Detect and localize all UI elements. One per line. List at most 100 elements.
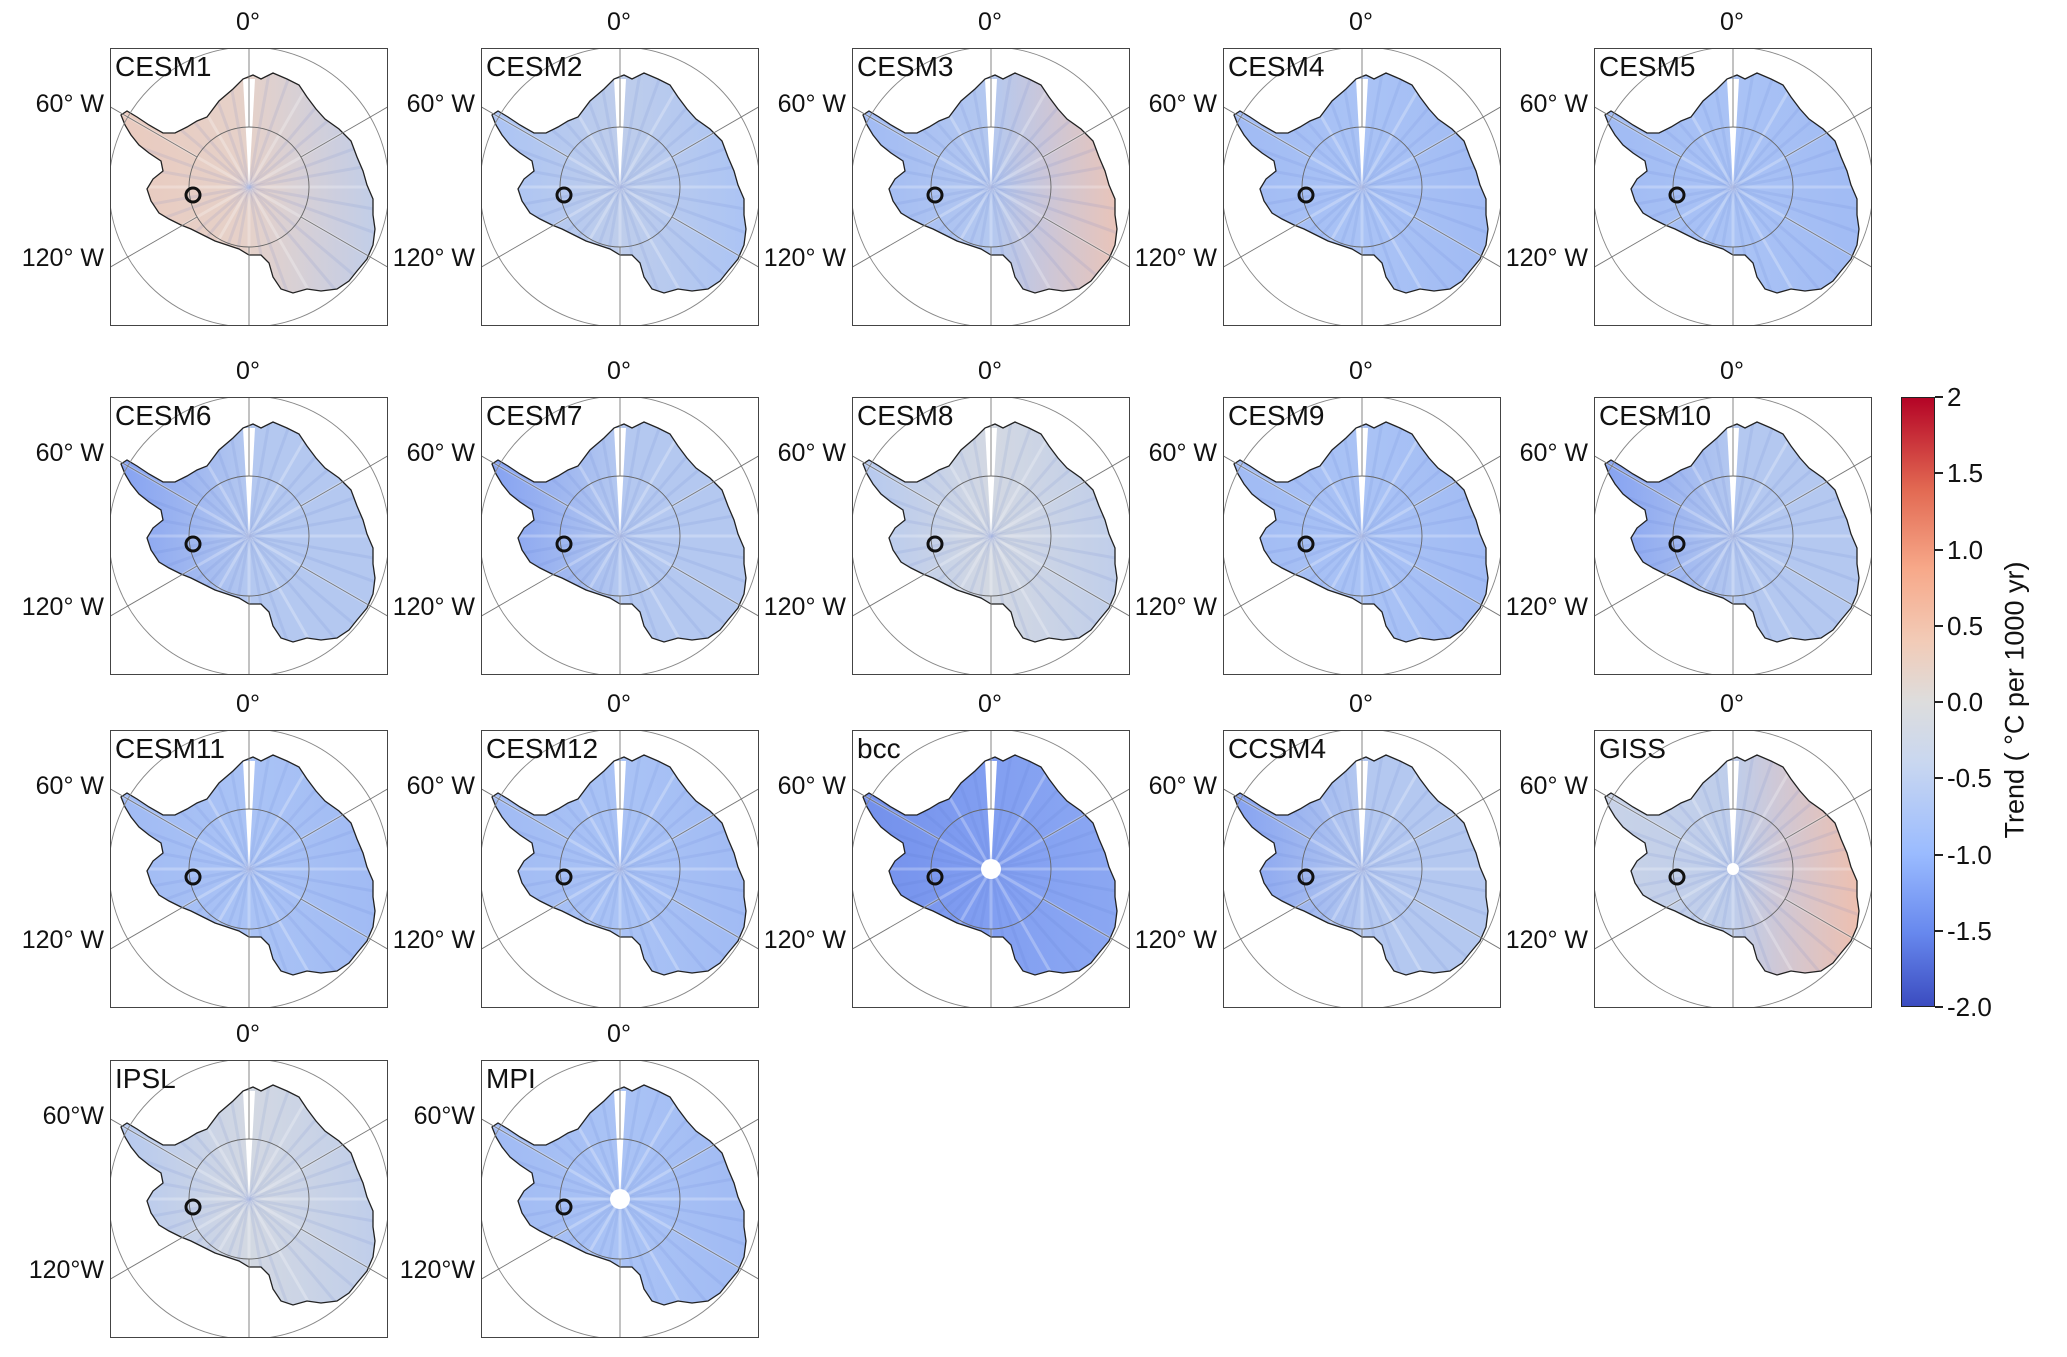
map-panel: IPSL 0° 60°W 120°W — [29, 1020, 388, 1338]
meridian-line — [1595, 898, 1682, 950]
meridian-line — [482, 1118, 569, 1170]
map-panel: CESM5 0° 60° W 120° W — [1506, 8, 1872, 326]
data-gap — [985, 79, 997, 187]
model-name: CESM4 — [1228, 51, 1325, 82]
antarctica-map — [853, 398, 1129, 674]
meridian-line — [482, 788, 569, 840]
map-frame: GISS — [1594, 730, 1872, 1008]
colorbar-tick-label: 0.5 — [1947, 610, 1984, 641]
meridian-line — [482, 106, 569, 158]
longitude-label-60w: 60°W — [413, 1102, 475, 1130]
longitude-label-120w: 120° W — [21, 244, 104, 272]
map-frame: CESM4 — [1223, 48, 1501, 326]
antarctica-map — [1595, 398, 1871, 674]
data-gap — [1727, 761, 1739, 869]
data-gap — [985, 761, 997, 869]
map-frame: IPSL — [110, 1060, 388, 1338]
data-gap — [614, 428, 626, 536]
data-gap — [985, 428, 997, 536]
colorbar-tick-label: 1.5 — [1947, 458, 1984, 489]
colorbar-gradient — [1901, 397, 1935, 1007]
site-marker-icon — [926, 186, 944, 204]
map-frame: CESM3 — [852, 48, 1130, 326]
data-gap — [614, 761, 626, 869]
meridian-line — [671, 455, 758, 507]
coastline — [1604, 72, 1860, 294]
longitude-label-0: 0° — [236, 1020, 260, 1048]
meridian-line — [1042, 565, 1129, 617]
meridian-line — [671, 106, 758, 158]
meridian-line — [853, 106, 940, 158]
antarctica-map — [1595, 731, 1871, 1007]
meridian-line — [1784, 788, 1871, 840]
coastline — [120, 1084, 376, 1306]
antarctica-map — [1224, 398, 1500, 674]
meridian-line — [1413, 455, 1500, 507]
antarctica-map — [853, 49, 1129, 325]
longitude-label-120w: 120° W — [1505, 593, 1588, 621]
data-gap — [614, 1091, 626, 1199]
longitude-label-60w: 60° W — [406, 439, 475, 467]
meridian-line — [1042, 216, 1129, 268]
meridian-line — [111, 788, 198, 840]
meridian-line — [111, 1118, 198, 1170]
map-frame: CESM2 — [481, 48, 759, 326]
data-gap — [1356, 761, 1368, 869]
pole-hole — [610, 1189, 630, 1209]
longitude-label-0: 0° — [1720, 8, 1744, 36]
longitude-label-120w: 120° W — [1134, 244, 1217, 272]
colorbar-tick-label: -2.0 — [1947, 992, 1992, 1022]
map-frame: CESM6 — [110, 397, 388, 675]
model-name: CESM2 — [486, 51, 583, 82]
longitude-label-120w: 120°W — [28, 1256, 104, 1284]
map-panel: CESM7 0° 60° W 120° W — [393, 357, 759, 675]
model-name: CESM1 — [115, 51, 212, 82]
model-name: CESM8 — [857, 400, 954, 431]
longitude-label-0: 0° — [607, 8, 631, 36]
longitude-label-120w: 120° W — [21, 926, 104, 954]
pole-hole — [981, 859, 1001, 879]
meridian-line — [1413, 106, 1500, 158]
model-name: CESM12 — [486, 733, 599, 764]
antarctica-map — [482, 731, 758, 1007]
site-marker-icon — [555, 186, 573, 204]
meridian-line — [482, 216, 569, 268]
longitude-label-120w: 120° W — [1134, 926, 1217, 954]
model-name: bcc — [857, 733, 901, 764]
longitude-label-120w: 120° W — [1505, 244, 1588, 272]
meridian-line — [300, 898, 387, 950]
antarctica-map — [1224, 731, 1500, 1007]
map-panel: CESM1 0° 60° W 120° W — [22, 8, 388, 326]
data-gap — [1356, 79, 1368, 187]
meridian-line — [1784, 216, 1871, 268]
meridian-line — [1595, 455, 1682, 507]
meridian-line — [300, 1118, 387, 1170]
data-gap — [1727, 79, 1739, 187]
longitude-label-0: 0° — [236, 357, 260, 385]
site-marker-icon — [1668, 186, 1686, 204]
longitude-label-0: 0° — [1720, 357, 1744, 385]
model-name: CESM6 — [115, 400, 212, 431]
meridian-line — [111, 216, 198, 268]
colorbar: 2 1.5 1.0 0.5 0.0 -0.5 -1.0 -1.5 -2.0 — [1901, 384, 1992, 1020]
meridian-line — [300, 216, 387, 268]
longitude-label-120w: 120° W — [21, 593, 104, 621]
colorbar-tick-label: 0.0 — [1947, 687, 1984, 717]
meridian-line — [482, 1228, 569, 1280]
longitude-label-0: 0° — [607, 357, 631, 385]
longitude-label-120w: 120° W — [763, 593, 846, 621]
meridian-line — [482, 455, 569, 507]
antarctica-map — [1595, 49, 1871, 325]
meridian-line — [482, 565, 569, 617]
meridian-line — [1413, 216, 1500, 268]
model-name: CESM7 — [486, 400, 583, 431]
site-marker-icon — [555, 1198, 573, 1216]
site-marker-icon — [184, 868, 202, 886]
colorbar-tick — [1935, 624, 1943, 627]
map-panel: CESM3 0° 60° W 120° W — [764, 8, 1130, 326]
map-frame: CESM10 — [1594, 397, 1872, 675]
map-panel: bcc 0° 60° W 120° W — [764, 690, 1130, 1008]
longitude-label-60w: 60° W — [35, 772, 104, 800]
map-frame: CESM12 — [481, 730, 759, 1008]
